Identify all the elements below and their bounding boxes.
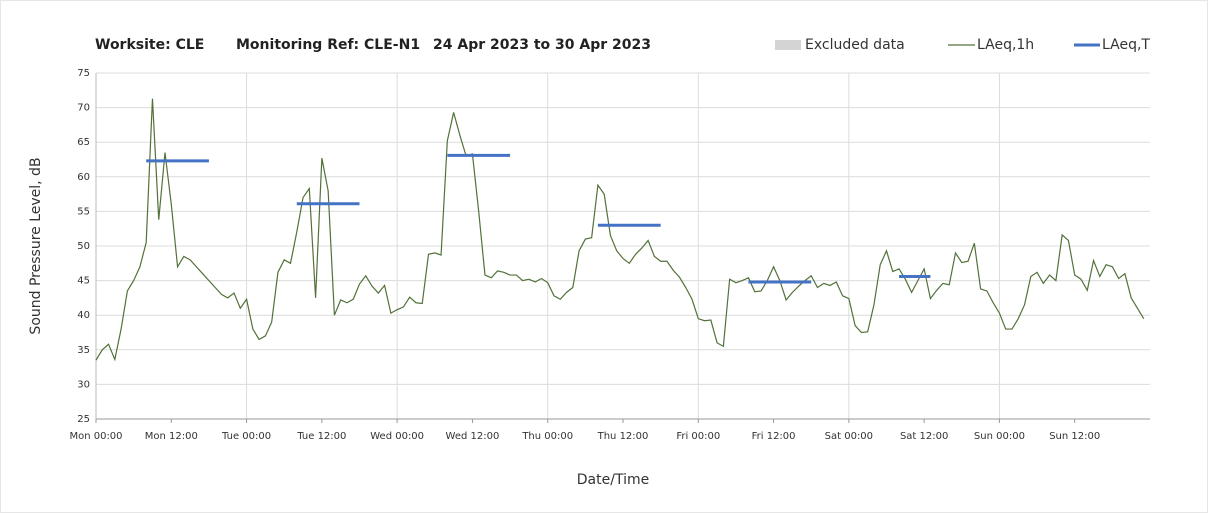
x-tick-label: Sat 12:00 [900,431,948,442]
legend-label: LAeq,T [1102,37,1150,53]
x-tick-label: Thu 12:00 [597,431,649,442]
chart-title: Worksite: CLE [95,37,204,53]
chart-title: Monitoring Ref: CLE-N1 [236,37,420,53]
x-tick-label: Fri 00:00 [676,431,720,442]
y-tick-label: 75 [77,68,90,79]
x-tick-label: Thu 00:00 [521,431,573,442]
y-tick-label: 65 [77,137,90,148]
y-tick-label: 70 [77,103,90,114]
x-axis-label: Date/Time [577,472,649,488]
legend-label: LAeq,1h [977,37,1034,53]
y-tick-label: 55 [77,206,90,217]
y-tick-label: 50 [77,241,90,252]
y-tick-label: 30 [77,379,90,390]
y-tick-label: 25 [77,414,90,425]
x-tick-label: Sun 00:00 [974,431,1025,442]
x-tick-label: Sat 00:00 [825,431,873,442]
x-tick-label: Fri 12:00 [752,431,796,442]
legend-swatch [775,40,801,50]
chart-title: 24 Apr 2023 to 30 Apr 2023 [433,37,651,53]
y-axis-label: Sound Pressure Level, dB [28,157,44,334]
x-tick-label: Mon 00:00 [69,431,122,442]
x-tick-label: Sun 12:00 [1049,431,1100,442]
y-tick-label: 60 [77,172,90,183]
y-tick-label: 45 [77,276,90,287]
data-line [95,98,1145,362]
x-tick-label: Mon 12:00 [145,431,198,442]
y-tick-label: 40 [77,310,90,321]
x-tick-label: Tue 00:00 [221,431,271,442]
x-tick-label: Wed 00:00 [370,431,424,442]
x-tick-label: Tue 12:00 [296,431,346,442]
x-tick-label: Wed 12:00 [446,431,500,442]
legend-label: Excluded data [805,37,905,53]
y-tick-label: 35 [77,345,90,356]
